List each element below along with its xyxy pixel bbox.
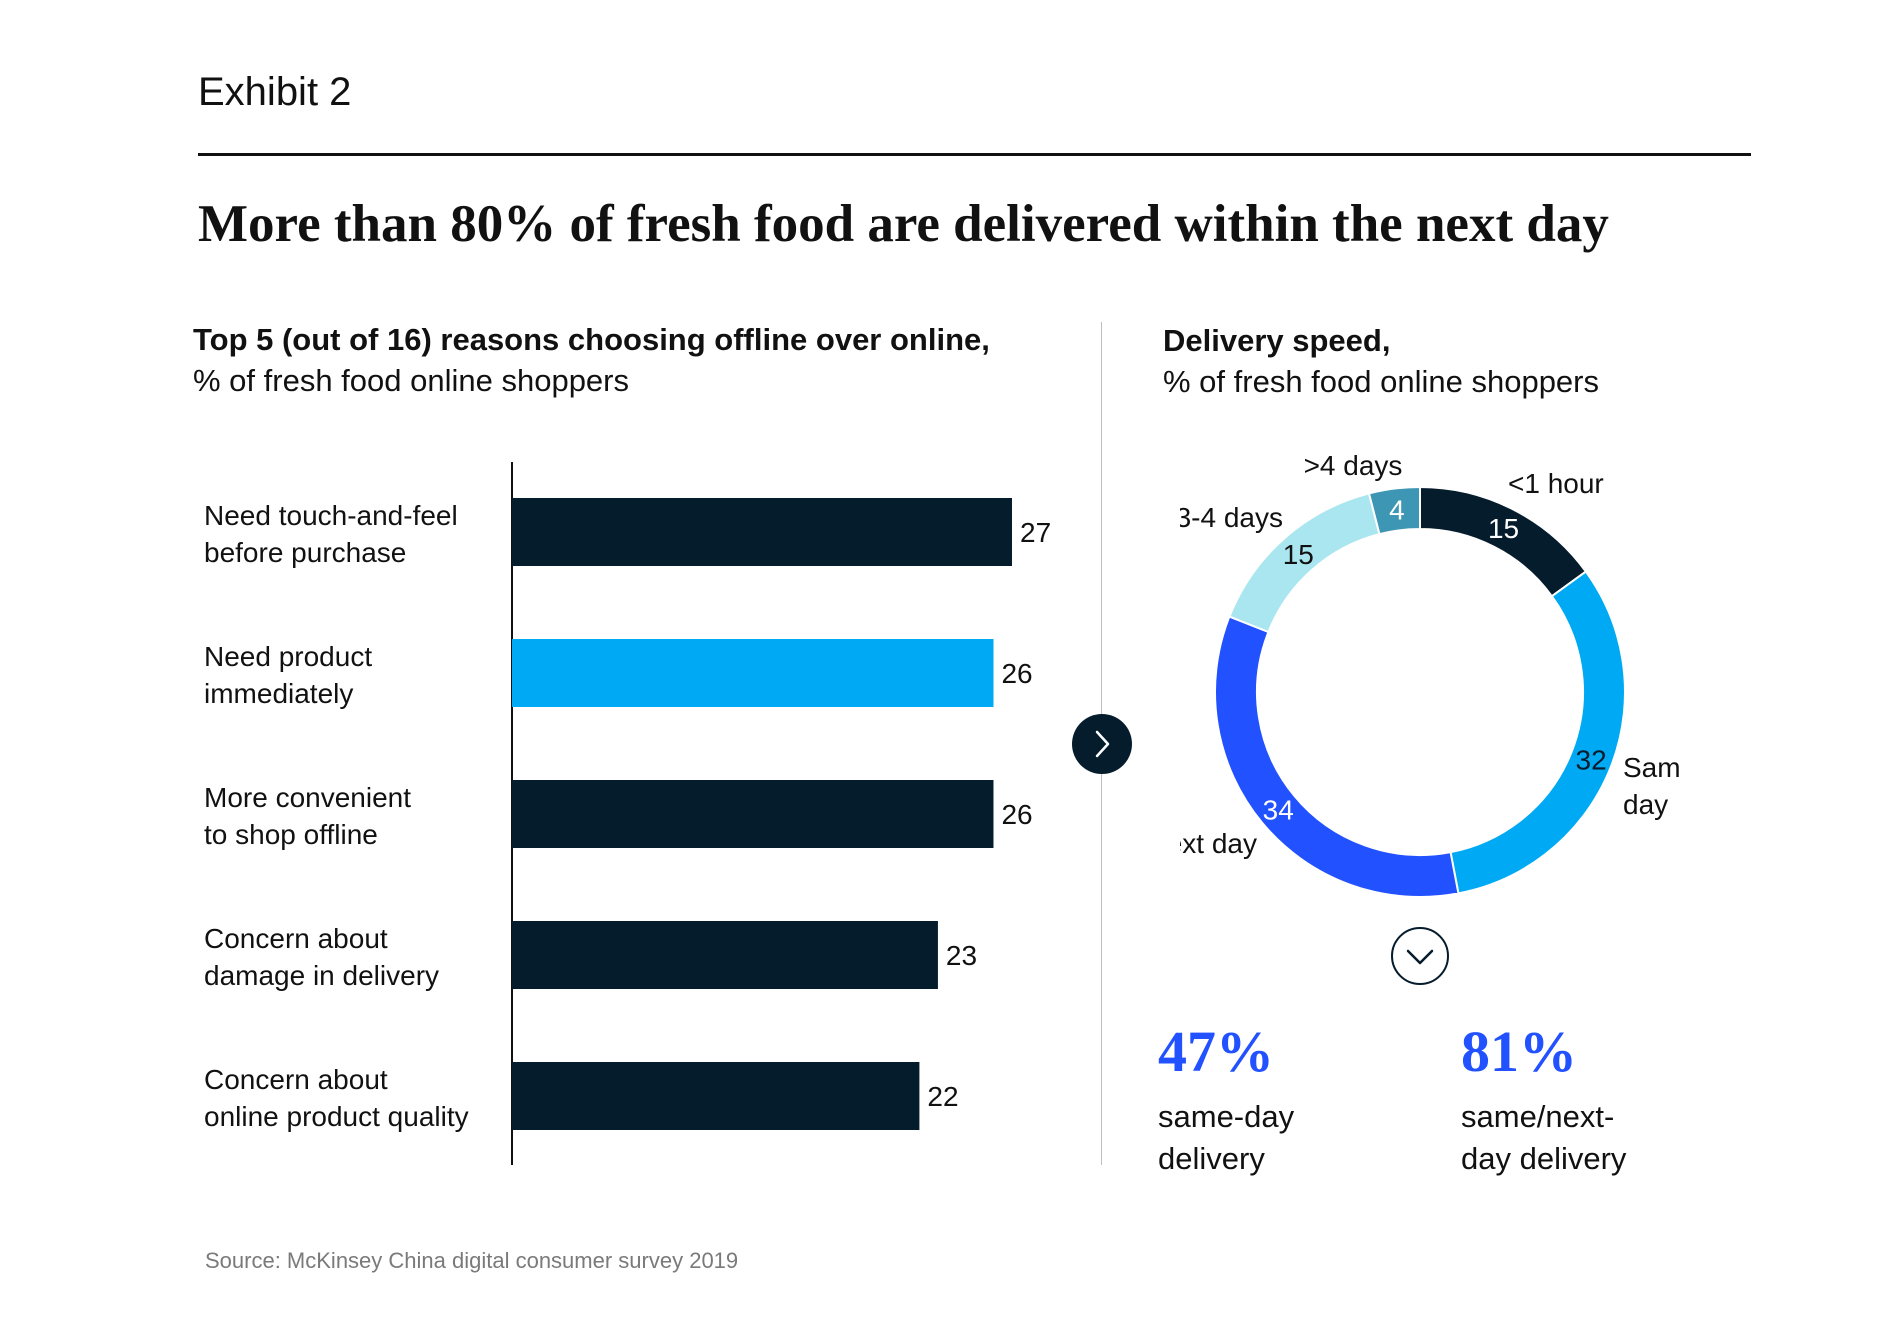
bar-value-label: 27 — [1020, 517, 1051, 548]
bar-category-label: online product quality — [204, 1101, 469, 1132]
chevron-down-icon — [1391, 927, 1449, 985]
bar-value-label: 26 — [1001, 799, 1032, 830]
stat-same-day-value: 47% — [1158, 1019, 1274, 1084]
donut-value-label: 15 — [1283, 539, 1314, 570]
donut-chart-subtitle: % of fresh food online shoppers — [1163, 364, 1599, 399]
donut-category-label: >4 days — [1304, 450, 1403, 481]
bar-category-label: Need product — [204, 641, 372, 672]
bar-category-label: Need touch-and-feel — [204, 500, 458, 531]
stat-same-day-label: same-day delivery — [1158, 1096, 1294, 1180]
stat-label-line: same-day — [1158, 1099, 1295, 1134]
donut-value-label: 32 — [1576, 745, 1607, 776]
bar-category-label: Concern about — [204, 923, 388, 954]
bar-category-label: immediately — [204, 678, 353, 709]
donut-category-label: Next day — [1180, 828, 1257, 859]
bar-chart-title: Top 5 (out of 16) reasons choosing offli… — [193, 322, 990, 357]
bar-category-label: to shop offline — [204, 819, 378, 850]
bar-chart-subtitle: % of fresh food online shoppers — [193, 363, 629, 398]
stat-label-line: day delivery — [1461, 1141, 1627, 1176]
bar — [512, 498, 1012, 566]
stat-label-line: same/next- — [1461, 1099, 1615, 1134]
bar — [512, 780, 994, 848]
donut-category-label: <1 hour — [1508, 468, 1604, 499]
donut-value-label: 4 — [1389, 494, 1405, 525]
bar-category-label: Concern about — [204, 1064, 388, 1095]
donut-chart-title: Delivery speed, — [1163, 323, 1391, 358]
bar — [512, 921, 938, 989]
bar-value-label: 26 — [1001, 658, 1032, 689]
bar-category-label: damage in delivery — [204, 960, 439, 991]
exhibit-label: Exhibit 2 — [198, 70, 352, 114]
donut-category-label: Same — [1623, 752, 1680, 783]
chevron-right-icon — [1072, 714, 1132, 774]
bar-category-label: before purchase — [204, 537, 406, 568]
page-title: More than 80% of fresh food are delivere… — [198, 195, 1609, 253]
stat-same-next-day-value: 81% — [1461, 1019, 1577, 1084]
bar-category-label: More convenient — [204, 782, 411, 813]
bar — [512, 1062, 920, 1130]
bar — [512, 639, 994, 707]
top-rule — [198, 153, 1751, 156]
donut-slice — [1449, 570, 1626, 895]
bar-value-label: 22 — [927, 1081, 958, 1112]
donut-value-label: 34 — [1263, 794, 1294, 825]
bar-value-label: 23 — [946, 940, 977, 971]
donut-slice — [1367, 485, 1421, 536]
source-note: Source: McKinsey China digital consumer … — [205, 1248, 739, 1273]
stat-same-next-day-label: same/next- day delivery — [1461, 1096, 1626, 1180]
donut-category-label: day — [1623, 789, 1668, 820]
donut-category-label: 3-4 days — [1180, 502, 1283, 533]
donut-value-label: 15 — [1488, 513, 1519, 544]
stat-label-line: delivery — [1158, 1141, 1265, 1176]
